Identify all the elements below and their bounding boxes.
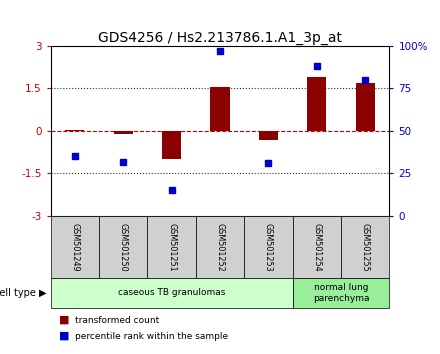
Text: normal lung
parenchyma: normal lung parenchyma	[313, 283, 369, 303]
Text: GSM501251: GSM501251	[167, 223, 176, 271]
Bar	[307, 77, 326, 131]
Text: ■: ■	[59, 331, 70, 341]
Bar	[356, 83, 375, 131]
Bar	[114, 131, 133, 135]
Bar	[259, 131, 278, 140]
Text: cell type ▶: cell type ▶	[0, 288, 46, 298]
Text: GSM501252: GSM501252	[216, 223, 224, 271]
Title: GDS4256 / Hs2.213786.1.A1_3p_at: GDS4256 / Hs2.213786.1.A1_3p_at	[98, 31, 342, 45]
Text: transformed count: transformed count	[75, 316, 159, 325]
Bar	[65, 130, 84, 131]
Text: percentile rank within the sample: percentile rank within the sample	[75, 332, 228, 341]
Text: ■: ■	[59, 315, 70, 325]
Bar	[210, 87, 230, 131]
Bar	[162, 131, 181, 159]
Text: GSM501249: GSM501249	[70, 223, 79, 271]
Text: GSM501250: GSM501250	[119, 223, 128, 271]
Text: GSM501255: GSM501255	[361, 223, 370, 271]
Text: GSM501254: GSM501254	[312, 223, 321, 271]
Text: caseous TB granulomas: caseous TB granulomas	[118, 289, 225, 297]
Text: GSM501253: GSM501253	[264, 223, 273, 271]
